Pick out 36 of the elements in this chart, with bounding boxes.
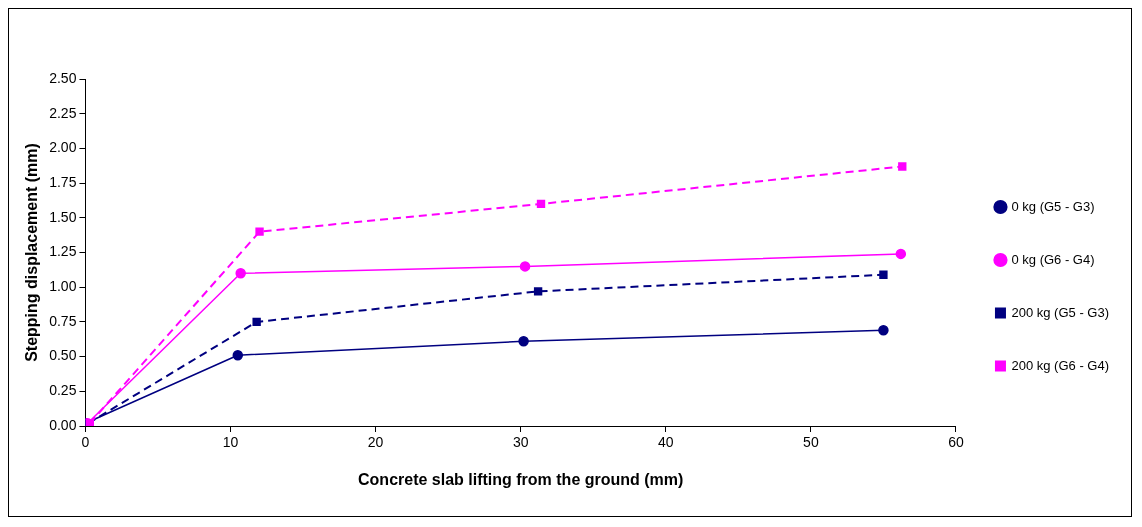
y-tick-label: 0.25 [49, 382, 77, 399]
point [898, 162, 907, 171]
x-tick-label: 30 [512, 434, 529, 451]
x-axis-title: Concrete slab lifting from the ground (mm) [358, 470, 684, 488]
y-tick-label: 2.25 [49, 104, 77, 121]
y-tick-label: 1.50 [49, 208, 77, 225]
x-tick-label: 60 [948, 434, 964, 451]
legend-label: 0 kg (G6 - G4) [1011, 251, 1095, 267]
point [252, 317, 261, 327]
legend-label: 200 kg (G5 - G3) [1011, 304, 1110, 320]
point [519, 261, 531, 272]
point [235, 268, 246, 279]
y-tick-label: 0.75 [49, 312, 77, 329]
y-tick-label: 2.00 [49, 139, 77, 156]
point [533, 287, 543, 296]
x-tick-label: 20 [367, 434, 384, 451]
legend-label: 0 kg (G5 - G3) [1011, 198, 1095, 214]
point [878, 324, 889, 336]
y-axis-title: Stepping displacement (mm) [23, 143, 41, 362]
y-tick-label: 1.75 [49, 173, 77, 190]
y-tick-label: 2.50 [49, 69, 77, 86]
x-tick-label: 0 [81, 434, 90, 451]
point [536, 199, 546, 209]
x-tick-label: 50 [803, 434, 819, 451]
point [518, 336, 529, 347]
y-tick-label: 1.25 [49, 243, 77, 260]
legend-label: 200 kg (G6 - G4) [1011, 357, 1110, 373]
point [232, 349, 244, 361]
y-tick-label: 0.50 [49, 347, 77, 364]
y-tick-label: 0.00 [49, 416, 77, 433]
x-tick-label: 10 [222, 434, 239, 451]
point [895, 248, 907, 260]
point [255, 227, 264, 236]
point [879, 270, 888, 279]
y-tick-label: 1.00 [49, 278, 77, 295]
x-tick-label: 40 [658, 434, 674, 451]
